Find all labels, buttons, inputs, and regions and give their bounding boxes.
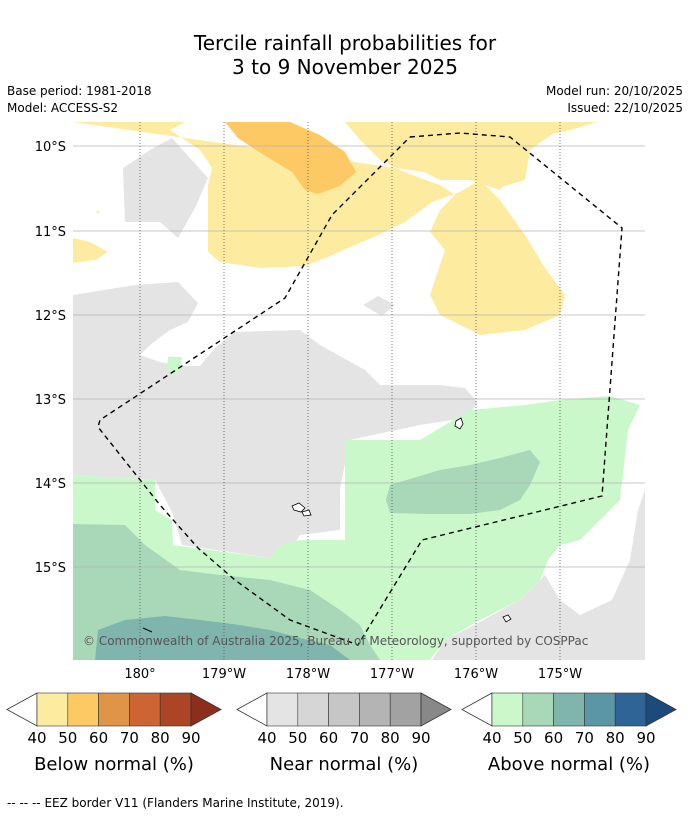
island-outline [301, 509, 312, 517]
colorbar-segment [129, 692, 161, 727]
lat-label: 13°S [35, 393, 66, 408]
longitude-labels: 180° 179°W 178°W 177°W 176°W 175°W [124, 667, 582, 682]
colorbar-0: 40 50 60 70 80 90 Below normal (%) [6, 692, 222, 775]
eez-border [97, 132, 623, 646]
colorbar-segment [266, 692, 299, 727]
lon-label: 179°W [202, 667, 246, 682]
colorbar-segment [553, 692, 585, 727]
colorbar-tick-label: 50 [513, 729, 532, 747]
lon-label: 180° [124, 667, 155, 682]
colorbar-tick-label: 70 [350, 729, 369, 747]
below-normal-region-northeast [345, 122, 597, 190]
colorbar-title: Below normal (%) [34, 754, 194, 775]
lat-label: 15°S [35, 561, 66, 576]
colorbar-group: 40 50 60 70 80 90 Below normal (%) 40 50 60 70 80 90… [6, 692, 677, 775]
near-normal-region-central [73, 282, 478, 558]
island-outline [291, 502, 306, 513]
colorbar-tick-label: 60 [89, 729, 108, 747]
above-normal-region-southeast [345, 396, 640, 660]
colorbar-tick-label: 90 [411, 729, 430, 747]
island-outline [142, 627, 153, 633]
lon-label: 176°W [454, 667, 498, 682]
near-normal-region-north [123, 138, 208, 238]
colorbar-title: Above normal (%) [488, 754, 650, 775]
latitude-labels: 10°S 11°S 12°S 13°S 14°S 15°S [35, 140, 66, 576]
island-outline [454, 417, 464, 430]
colorbar-tick-label: 90 [181, 729, 200, 747]
lat-label: 12°S [35, 309, 66, 324]
lat-label: 14°S [35, 477, 66, 492]
colorbar-tick-label: 40 [257, 729, 276, 747]
map-layers: © Commonwealth of Australia 2025, Bureau… [73, 122, 645, 660]
colorbar-title: Near normal (%) [270, 754, 419, 775]
copyright-text: © Commonwealth of Australia 2025, Bureau… [83, 634, 588, 648]
colorbar-extend-high [645, 692, 677, 727]
island-outline [502, 614, 512, 623]
near-normal-region-small [363, 296, 395, 316]
base-period: Base period: 1981-2018 [7, 84, 152, 98]
colorbar-tick-label: 70 [575, 729, 594, 747]
colorbar-extend-low [461, 692, 493, 727]
colorbar-extend-low [236, 692, 268, 727]
lon-label: 175°W [538, 667, 582, 682]
title-line-2: 3 to 9 November 2025 [232, 55, 458, 79]
lat-label: 10°S [35, 140, 66, 155]
colorbar-segment [584, 692, 616, 727]
model-run: Model run: 20/10/2025 [545, 84, 683, 98]
colorbar-tick-label: 80 [606, 729, 625, 747]
colorbar-tick-label: 80 [381, 729, 400, 747]
colorbar-tick-label: 40 [27, 729, 46, 747]
colorbar-1: 40 50 60 70 80 90 Near normal (%) [236, 692, 452, 775]
below-normal-region-west [73, 238, 108, 263]
colorbar-tick-label: 50 [288, 729, 307, 747]
colorbar-segment [522, 692, 554, 727]
colorbar-segment [359, 692, 391, 727]
colorbar-segment [67, 692, 99, 727]
colorbar-segment [389, 692, 422, 727]
lat-label: 11°S [35, 225, 66, 240]
colorbar-segment [328, 692, 360, 727]
colorbar-segment [98, 692, 130, 727]
colorbar-tick-label: 90 [636, 729, 655, 747]
lon-label: 177°W [370, 667, 414, 682]
lon-label: 178°W [286, 667, 330, 682]
model-name: Model: ACCESS-S2 [7, 101, 119, 115]
above-normal-region-deep [95, 616, 350, 660]
eez-source-text: EEZ border V11 (Flanders Marine Institut… [44, 796, 344, 810]
issued-date: Issued: 22/10/2025 [567, 101, 683, 115]
below-normal-region-core [225, 122, 356, 194]
colorbar-extend-high [420, 692, 452, 727]
colorbar-segment [36, 692, 69, 727]
probability-map: © Commonwealth of Australia 2025, Bureau… [6, 122, 677, 775]
colorbar-segment [491, 692, 524, 727]
below-normal-region-patch [96, 211, 100, 214]
colorbar-tick-label: 70 [120, 729, 139, 747]
above-normal-region-small [167, 357, 182, 376]
colorbar-tick-label: 40 [482, 729, 501, 747]
colorbar-tick-label: 60 [319, 729, 338, 747]
latitude-gridlines [73, 145, 645, 568]
colorbar-extend-low [6, 692, 38, 727]
colorbar-extend-high [190, 692, 222, 727]
colorbar-segment [297, 692, 329, 727]
near-normal-region-southeast [432, 490, 645, 660]
above-normal-region-core-east [386, 450, 540, 514]
footer-legend: -- -- -- EEZ border V11 (Flanders Marine… [7, 796, 344, 810]
colorbar-segment [614, 692, 647, 727]
title-line-1: Tercile rainfall probabilities for [193, 31, 497, 55]
colorbar-2: 40 50 60 70 80 90 Above normal (%) [461, 692, 677, 775]
eez-line-sample: -- -- -- [7, 796, 41, 810]
colorbar-tick-label: 60 [544, 729, 563, 747]
colorbar-tick-label: 50 [58, 729, 77, 747]
colorbar-segment [159, 692, 192, 727]
colorbar-tick-label: 80 [151, 729, 170, 747]
